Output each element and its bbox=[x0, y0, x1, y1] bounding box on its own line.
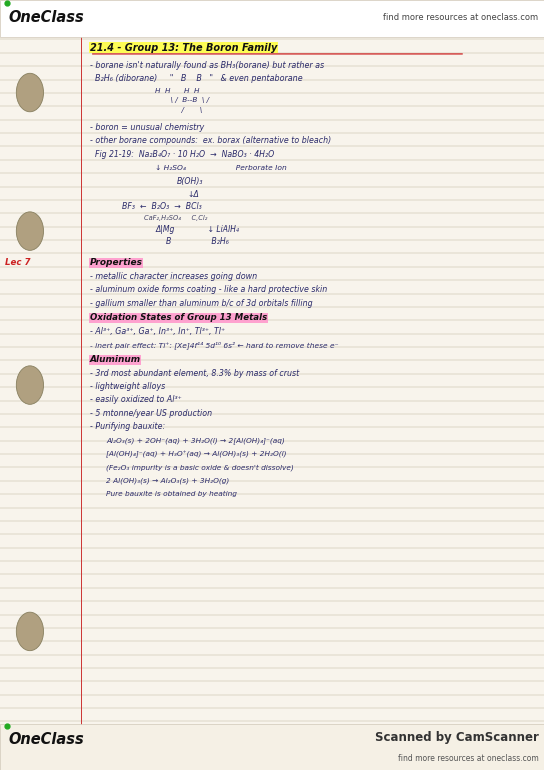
Text: - Purifying bauxite:: - Purifying bauxite: bbox=[90, 423, 165, 431]
Text: - borane isn't naturally found as BH₃(borane) but rather as: - borane isn't naturally found as BH₃(bo… bbox=[90, 61, 324, 70]
Text: Lec 7: Lec 7 bbox=[5, 258, 31, 267]
Text: Properties: Properties bbox=[90, 258, 143, 267]
Text: B(OH)₃: B(OH)₃ bbox=[177, 176, 203, 186]
Text: [Al(OH)₄]⁻(aq) + H₃O⁺(aq) → Al(OH)₃(s) + 2H₂O(l): [Al(OH)₄]⁻(aq) + H₃O⁺(aq) → Al(OH)₃(s) +… bbox=[106, 450, 287, 457]
Text: (Fe₂O₃ impurity is a basic oxide & doesn't dissolve): (Fe₂O₃ impurity is a basic oxide & doesn… bbox=[106, 464, 294, 470]
Circle shape bbox=[16, 212, 44, 250]
Text: \ /  B--B  \ /: \ / B--B \ / bbox=[166, 97, 209, 103]
Text: find more resources at oneclass.com: find more resources at oneclass.com bbox=[384, 13, 539, 22]
Text: 2 Al(OH)₃(s) → Al₂O₃(s) + 3H₂O(g): 2 Al(OH)₃(s) → Al₂O₃(s) + 3H₂O(g) bbox=[106, 477, 230, 484]
Text: - boron = unusual chemistry: - boron = unusual chemistry bbox=[90, 123, 204, 132]
Text: - lightweight alloys: - lightweight alloys bbox=[90, 382, 165, 391]
Text: find more resources at oneclass.com: find more resources at oneclass.com bbox=[398, 754, 539, 763]
Text: Δ|Mg              ↓ LiAlH₄: Δ|Mg ↓ LiAlH₄ bbox=[155, 225, 239, 234]
Text: - 5 mtonne/year US production: - 5 mtonne/year US production bbox=[90, 409, 212, 418]
Text: OneClass: OneClass bbox=[8, 10, 84, 25]
Text: - gallium smaller than aluminum b/c of 3d orbitals filling: - gallium smaller than aluminum b/c of 3… bbox=[90, 299, 312, 307]
Text: BF₃  ←  B₂O₃  →  BCl₃: BF₃ ← B₂O₃ → BCl₃ bbox=[122, 203, 202, 211]
Text: - 3rd most abundant element, 8.3% by mass of crust: - 3rd most abundant element, 8.3% by mas… bbox=[90, 369, 299, 377]
Text: Pure bauxite is obtained by heating: Pure bauxite is obtained by heating bbox=[106, 491, 237, 497]
Text: CaF₂,H₂SO₄     C,Cl₂: CaF₂,H₂SO₄ C,Cl₂ bbox=[144, 215, 207, 220]
Text: - aluminum oxide forms coating - like a hard protective skin: - aluminum oxide forms coating - like a … bbox=[90, 285, 327, 294]
Text: - metallic character increases going down: - metallic character increases going dow… bbox=[90, 272, 257, 280]
Bar bbox=[0, 724, 544, 770]
Text: OneClass: OneClass bbox=[8, 732, 84, 748]
Text: - easily oxidized to Al³⁺: - easily oxidized to Al³⁺ bbox=[90, 396, 182, 404]
Circle shape bbox=[16, 73, 44, 112]
Text: Fig 21-19:  Na₂B₄O₇ · 10 H₂O  →  NaBO₃ · 4H₂O: Fig 21-19: Na₂B₄O₇ · 10 H₂O → NaBO₃ · 4H… bbox=[90, 149, 274, 159]
Text: B                B₂H₆: B B₂H₆ bbox=[166, 236, 229, 246]
Text: Aluminum: Aluminum bbox=[90, 355, 141, 364]
Text: Scanned by CamScanner: Scanned by CamScanner bbox=[375, 732, 539, 744]
Text: 21.4 - Group 13: The Boron Family: 21.4 - Group 13: The Boron Family bbox=[90, 43, 277, 53]
Text: ↓ H₂SO₄                     Perborate Ion: ↓ H₂SO₄ Perborate Ion bbox=[155, 165, 287, 171]
Text: B₂H₆ (diborane)     "   B    B   "   & even pentaborane: B₂H₆ (diborane) " B B " & even pentabora… bbox=[90, 75, 302, 83]
Circle shape bbox=[16, 612, 44, 651]
Text: - Al³⁺, Ga³⁺, Ga⁺, In³⁺, In⁺, Tl³⁺, Tl⁺: - Al³⁺, Ga³⁺, Ga⁺, In³⁺, In⁺, Tl³⁺, Tl⁺ bbox=[90, 326, 225, 336]
Text: Al₂O₃(s) + 2OH⁻(aq) + 3H₂O(l) → 2[Al(OH)₄]⁻(aq): Al₂O₃(s) + 2OH⁻(aq) + 3H₂O(l) → 2[Al(OH)… bbox=[106, 437, 285, 444]
Text: - other borane compounds:  ex. borax (alternative to bleach): - other borane compounds: ex. borax (alt… bbox=[90, 136, 331, 146]
Bar bbox=[0, 0, 544, 37]
Text: ↓Δ: ↓Δ bbox=[188, 190, 200, 199]
Text: - inert pair effect: Tl⁺: [Xe]4f¹⁴ 5d¹⁰ 6s² ← hard to remove these e⁻: - inert pair effect: Tl⁺: [Xe]4f¹⁴ 5d¹⁰ … bbox=[90, 341, 338, 349]
Text: H  H      H  H: H H H H bbox=[155, 88, 200, 94]
Text: /       \: / \ bbox=[177, 107, 202, 113]
Text: Oxidation States of Group 13 Metals: Oxidation States of Group 13 Metals bbox=[90, 313, 267, 323]
Circle shape bbox=[16, 366, 44, 404]
